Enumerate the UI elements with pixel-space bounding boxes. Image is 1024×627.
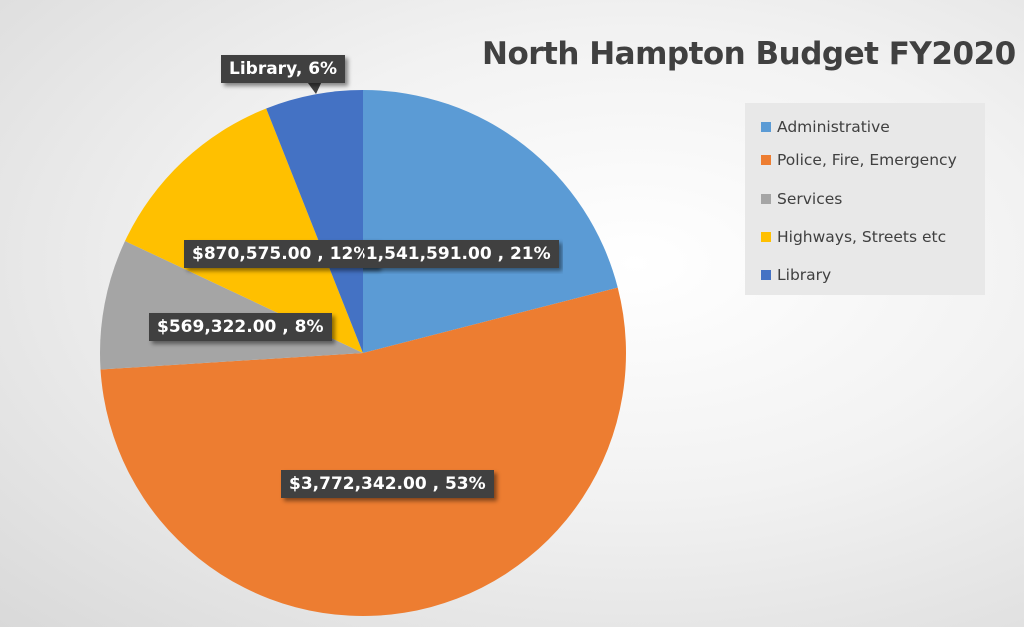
legend-swatch-library <box>761 270 771 280</box>
legend-item-administrative: Administrative <box>761 117 890 137</box>
chart-legend: Administrative Police, Fire, Emergency S… <box>745 103 985 295</box>
pie-slice-highways-streets-etc <box>125 108 363 353</box>
chart-title: North Hampton Budget FY2020 <box>482 36 1016 72</box>
legend-label: Administrative <box>777 118 890 136</box>
legend-label: Library <box>777 266 832 284</box>
data-label-administrative-clip: $1,541,591.00 , 21% <box>363 234 563 274</box>
legend-item-police-fire-emergency: Police, Fire, Emergency <box>761 150 957 170</box>
pie-slice-police-fire-emergency <box>100 287 627 617</box>
legend-swatch-services <box>761 194 771 204</box>
data-label-highways: $870,575.00 , 12% <box>184 240 379 268</box>
legend-label: Highways, Streets etc <box>777 228 947 246</box>
legend-label: Services <box>777 190 843 208</box>
data-label-services: $569,322.00 , 8% <box>149 313 332 341</box>
data-label-police-fire-emergency: $3,772,342.00 , 53% <box>281 470 494 498</box>
pie-slice-library <box>266 90 363 353</box>
legend-swatch-highways-streets <box>761 232 771 242</box>
legend-swatch-police-fire-emergency <box>761 155 771 165</box>
legend-item-services: Services <box>761 189 842 209</box>
pie-slices <box>99 90 627 617</box>
legend-item-library: Library <box>761 265 831 285</box>
legend-label: Police, Fire, Emergency <box>777 151 957 169</box>
legend-item-highways-streets: Highways, Streets etc <box>761 227 946 247</box>
data-label-administrative: $1,541,591.00 , 21% <box>363 240 559 268</box>
pie-slice-administrative <box>363 90 618 353</box>
data-label-library: Library, 6% <box>221 55 346 83</box>
legend-swatch-administrative <box>761 122 771 132</box>
